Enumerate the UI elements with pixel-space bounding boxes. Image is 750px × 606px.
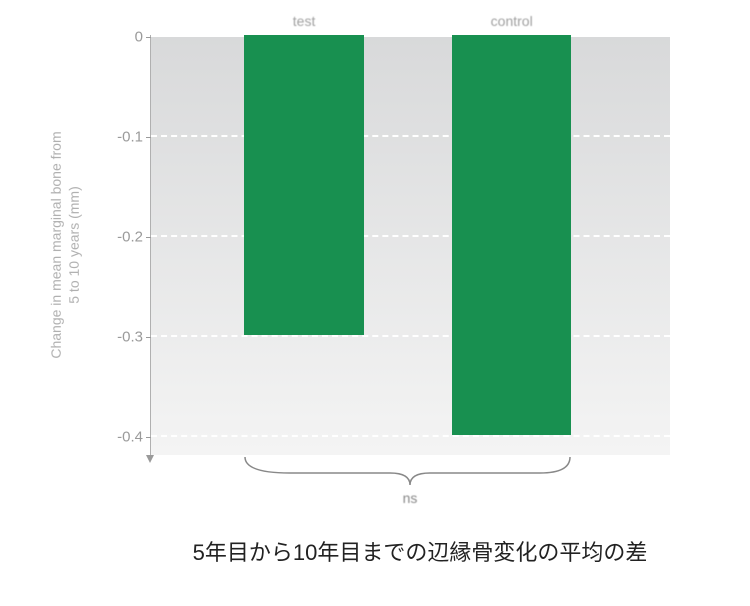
y-tick-label: -0.2: [117, 228, 143, 245]
bar: test: [244, 35, 363, 335]
y-axis-title: Change in mean marginal bone from 5 to 1…: [47, 95, 83, 395]
tick-mark: [146, 237, 151, 238]
bar: control: [452, 35, 571, 435]
bar-label: control: [452, 13, 571, 29]
y-tick-label: -0.3: [117, 328, 143, 345]
gridline: -0.1: [151, 135, 670, 137]
gridline: 0: [151, 35, 670, 37]
tick-mark: [146, 337, 151, 338]
gridline: -0.4: [151, 435, 670, 437]
y-tick-label: 0: [135, 29, 143, 46]
tick-mark: [146, 137, 151, 138]
y-tick-label: -0.4: [117, 428, 143, 445]
y-axis-title-line1: Change in mean marginal bone from: [48, 131, 64, 358]
caption: 5年目から10年目までの辺縁骨変化の平均の差: [70, 535, 750, 567]
bar-label: test: [244, 13, 363, 29]
gridline: -0.3: [151, 335, 670, 337]
y-axis-title-line2: 5 to 10 years (mm): [66, 186, 82, 303]
tick-mark: [146, 437, 151, 438]
gridline: -0.2: [151, 235, 670, 237]
plot-area: 0 -0.1 -0.2 -0.3 -0.4 test control: [150, 35, 670, 455]
chart-container: Change in mean marginal bone from 5 to 1…: [70, 35, 690, 575]
ns-label: ns: [150, 490, 670, 506]
y-tick-label: -0.1: [117, 128, 143, 145]
tick-mark: [146, 37, 151, 38]
